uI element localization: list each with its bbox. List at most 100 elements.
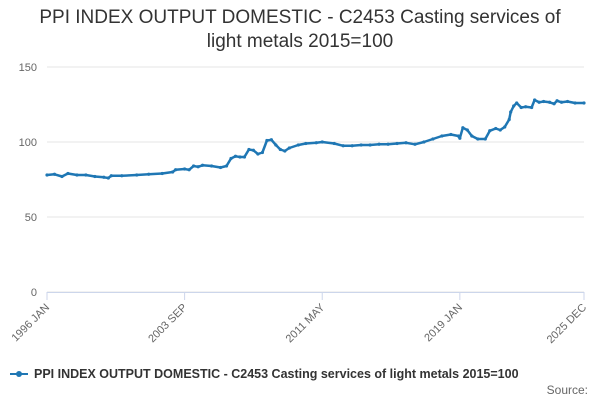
data-point (218, 165, 223, 170)
data-point (171, 170, 175, 174)
data-point (573, 101, 577, 105)
data-point (565, 99, 570, 104)
source-credit[interactable]: Source: (546, 383, 588, 397)
data-point (109, 174, 113, 178)
data-point (440, 134, 444, 138)
data-point (422, 140, 426, 144)
data-point (106, 176, 110, 180)
data-point (278, 147, 282, 152)
data-point (187, 168, 191, 172)
data-point (494, 126, 498, 131)
data-point (530, 105, 534, 110)
data-point (84, 173, 88, 177)
data-point (350, 144, 354, 148)
data-point (537, 100, 541, 104)
chart-title: PPI INDEX OUTPUT DOMESTIC - C2453 Castin… (39, 7, 561, 52)
data-point (320, 140, 324, 144)
data-point (147, 172, 151, 176)
data-point (359, 143, 363, 147)
data-point (314, 141, 318, 145)
data-point (404, 141, 408, 145)
series-layer (45, 98, 586, 180)
data-point (93, 174, 97, 179)
legend-marker-icon (10, 371, 28, 377)
data-point (503, 125, 507, 129)
data-point (269, 138, 273, 142)
x-tick-label: 2025 DEC (545, 302, 589, 346)
data-point (102, 175, 106, 179)
data-point (120, 174, 124, 178)
x-tick-label: 1996 JAN (9, 302, 52, 345)
data-point (274, 143, 278, 147)
data-point (559, 100, 564, 104)
y-tick-label: 0 (31, 287, 37, 299)
x-tick-label: 2011 MAY (284, 301, 328, 345)
data-point (251, 148, 256, 152)
data-point (498, 128, 502, 132)
data-point (209, 164, 214, 168)
data-point (456, 134, 460, 138)
data-point (519, 105, 523, 110)
data-point (470, 134, 474, 138)
data-point (332, 141, 336, 146)
data-point (582, 101, 586, 105)
data-point (256, 152, 260, 156)
data-point (488, 129, 492, 133)
grid-lines (47, 66, 584, 293)
data-point (183, 167, 187, 171)
data-point (552, 102, 556, 106)
data-point (368, 143, 372, 147)
data-point (524, 105, 528, 109)
data-point (287, 146, 291, 150)
x-tick-label: 2019 JAN (422, 302, 465, 345)
data-point (431, 137, 435, 141)
data-point (483, 137, 487, 141)
data-point (449, 132, 453, 137)
data-point (476, 137, 480, 141)
data-point (509, 110, 513, 114)
data-point (191, 164, 196, 168)
data-point (45, 173, 49, 177)
data-point (395, 141, 399, 146)
legend-item[interactable]: PPI INDEX OUTPUT DOMESTIC - C2453 Castin… (10, 365, 519, 383)
data-point (196, 165, 200, 169)
series-line (45, 98, 586, 180)
data-point (283, 149, 287, 153)
data-point (238, 155, 242, 159)
data-point (461, 126, 465, 130)
data-point (66, 171, 70, 176)
data-point (260, 150, 264, 155)
data-point (224, 164, 229, 168)
x-axis: 1996 JAN 2003 SEP 2011 MAY 2019 JAN 2025 DEC (9, 292, 589, 346)
data-point (507, 117, 511, 122)
data-point (458, 136, 462, 140)
data-point (533, 98, 537, 102)
data-point (229, 156, 233, 161)
data-point (135, 173, 139, 177)
chart-title-block: PPI INDEX OUTPUT DOMESTIC - C2453 Castin… (0, 6, 600, 54)
y-tick-label: 100 (19, 137, 37, 149)
data-point (247, 147, 251, 152)
data-point (304, 141, 308, 146)
data-point (515, 101, 519, 105)
data-point (413, 142, 417, 146)
data-point (200, 163, 205, 167)
data-point (341, 144, 345, 148)
data-point (555, 99, 559, 103)
data-point (174, 168, 178, 172)
data-point (265, 138, 269, 143)
data-point (386, 142, 390, 146)
legend-label: PPI INDEX OUTPUT DOMESTIC - C2453 Castin… (34, 367, 519, 381)
y-tick-label: 150 (19, 62, 37, 74)
data-point (242, 155, 247, 159)
data-point (512, 104, 516, 108)
y-tick-label: 50 (25, 212, 37, 224)
data-point (542, 99, 546, 104)
data-point (465, 128, 469, 132)
data-point (233, 154, 238, 158)
y-axis: 0 50 100 150 (19, 62, 37, 299)
data-point (296, 143, 300, 147)
data-point (52, 172, 57, 176)
data-point (547, 100, 552, 104)
